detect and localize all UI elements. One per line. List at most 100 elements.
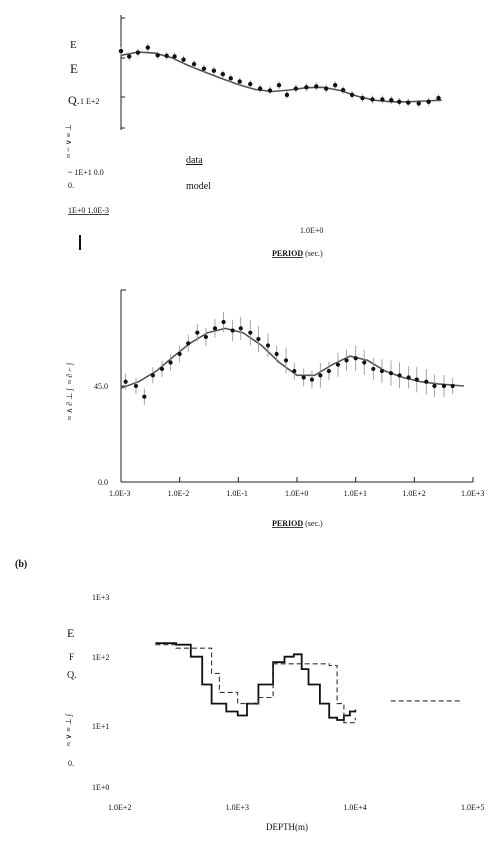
data-point (211, 68, 217, 73)
y-tick-label-1e2: 1E+2 (92, 653, 109, 662)
y-tick-label-1e1: 1E+1 (92, 722, 109, 731)
data-point (195, 330, 200, 335)
x-tick-label: 1.0E-3 (109, 489, 131, 498)
data-point (220, 72, 226, 77)
data-point (164, 53, 169, 59)
side-text-zero-b: 0. (68, 759, 74, 768)
model-curve (120, 327, 464, 389)
data-point (133, 383, 139, 389)
data-point (309, 377, 315, 382)
resistivity-plot-layer (118, 43, 442, 108)
rotated-axis-fragment-3: ≈ ∨ ≡ ⊥ ∫ (64, 713, 73, 746)
y-tick-label-45: 45.0 (94, 382, 108, 391)
data-point (274, 351, 279, 357)
data-point (293, 86, 299, 91)
data-point (135, 50, 141, 55)
phase-plot-layer (120, 312, 464, 405)
data-point (150, 373, 156, 378)
data-point (283, 358, 289, 363)
data-point (284, 92, 290, 98)
data-point (397, 373, 402, 378)
x-label-depth: DEPTH(m) (266, 822, 308, 832)
panel-label-b: (b) (15, 559, 27, 570)
x-tick-label: 1.0E-2 (168, 489, 190, 498)
legend-data: data (186, 155, 203, 166)
x-tick-label: 1.0E+2 (108, 803, 131, 812)
data-point (397, 99, 402, 104)
side-letter-e1: E (70, 39, 77, 51)
data-point (441, 383, 447, 389)
rotated-axis-fragment-1: ≈ ~ ∨ ≡ ⊥ (64, 124, 73, 158)
data-point (203, 334, 208, 340)
x-tick-label: 1.0E+4 (343, 803, 366, 812)
data-point (362, 360, 367, 365)
data-point (379, 368, 384, 374)
data-point (118, 48, 124, 54)
data-point (172, 54, 177, 59)
data-point (332, 83, 338, 88)
data-point (326, 368, 332, 374)
legend-model: model (186, 181, 211, 192)
data-point (248, 330, 253, 335)
data-point (145, 45, 150, 50)
phase-x-ticks: 1.0E-3 1.0E-2 1.0E-1 1.0E+0 1.0E+1 1.0E+2 1.0E… (109, 477, 484, 498)
x-tick-label: 1.0E+3 (461, 489, 484, 498)
data-point (256, 336, 261, 342)
data-point (248, 81, 253, 87)
rotated-axis-fragment-2b: ≈ ∂ ⌐ ∫ (65, 362, 74, 384)
data-point (212, 326, 218, 331)
x-label-period-1: PERIOD (sec.) (272, 249, 323, 258)
x-tick-label: 1.0E+1 (344, 489, 367, 498)
side-letter-e2: E (70, 61, 78, 76)
x-tick-label: 1.0E-1 (226, 489, 248, 498)
data-point (424, 379, 429, 384)
depth-plot-layer (155, 642, 462, 724)
side-text-1e0: 1E+0 1.0E-3 (68, 206, 109, 215)
data-point (450, 383, 455, 389)
side-letter-e3: E (67, 626, 74, 640)
phase-chart: 1.0E-3 1.0E-2 1.0E-1 1.0E+0 1.0E+1 1.0E+2 1.0E… (65, 289, 484, 528)
data-point (292, 368, 297, 374)
x-tick-label: 1.0E+0 (285, 489, 308, 498)
side-text-zero: 0. (68, 181, 74, 190)
model-solid-line (155, 642, 357, 721)
data-point (344, 358, 349, 363)
data-point (221, 319, 226, 325)
data-point (414, 377, 419, 382)
data-point (380, 97, 385, 102)
data-point (388, 371, 394, 376)
data-point (304, 85, 309, 90)
rotated-axis-fragment-2a: ≈ ∧ ∂ ⊥ ∫ (65, 388, 74, 420)
model-dashed-line (155, 644, 356, 724)
data-point (237, 79, 242, 84)
data-point (371, 366, 376, 372)
y-tick-label-1e0: 1E+0 (92, 783, 109, 792)
data-point (267, 88, 273, 93)
y-tick-label-1e3: 1E+3 (92, 593, 109, 602)
x-tick-1e0-top: 1.0E+0 (300, 226, 323, 235)
data-point (265, 343, 271, 348)
side-letter-q: Q. (68, 93, 80, 107)
data-point (257, 86, 263, 91)
x-tick-label: 1.0E+3 (226, 803, 249, 812)
data-point (436, 95, 441, 101)
data-point (168, 360, 173, 365)
data-point (432, 383, 437, 389)
depth-chart: 1E+3 1E+2 1E+1 1E+0 E F Q. ≈ ∨ ≡ ⊥ ∫ 0. … (64, 593, 484, 832)
data-point (314, 84, 319, 89)
data-point (177, 351, 182, 357)
y-tick-label-0: 0.0 (98, 478, 108, 487)
side-letter-q2: Q. (67, 670, 77, 681)
x-label-period-2: PERIOD (sec.) (272, 519, 323, 528)
data-point (186, 341, 191, 346)
data-point (238, 326, 243, 331)
data-point (353, 356, 358, 361)
data-point (416, 101, 421, 106)
data-point (340, 87, 346, 93)
data-point (349, 92, 355, 98)
data-point (191, 61, 197, 67)
data-point (155, 53, 160, 58)
depth-x-ticks: 1.0E+2 1.0E+3 1.0E+4 1.0E+5 (108, 803, 484, 812)
data-point (228, 76, 233, 81)
data-point (406, 100, 411, 105)
